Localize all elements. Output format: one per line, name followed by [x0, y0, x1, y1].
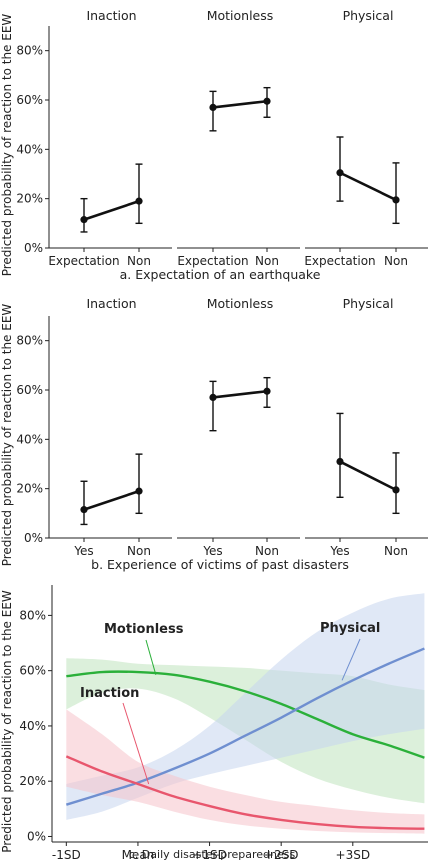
x-tick-label: +3SD [336, 848, 371, 862]
series-line-motionless [66, 670, 425, 759]
y-tick-label: 0% [27, 829, 46, 843]
y-axis-title: Predicted probability of reaction to the… [0, 14, 14, 277]
data-point [263, 97, 271, 105]
series-line-physical [65, 647, 425, 806]
x-tick-label: Non [127, 544, 151, 558]
x-tick-label: +1SD [192, 848, 227, 862]
data-point [135, 197, 143, 205]
x-tick-label: Non [255, 544, 279, 558]
y-tick-label: 40% [16, 432, 43, 446]
x-tick-label: Expectation [304, 254, 375, 268]
y-tick-label: 40% [19, 719, 46, 733]
series-line [212, 99, 268, 109]
series-line [83, 199, 140, 221]
x-tick-label: Yes [329, 544, 349, 558]
label-leader-inaction [122, 702, 150, 785]
y-tick-label: 60% [16, 383, 43, 397]
x-tick-label: +2SD [264, 848, 299, 862]
y-tick-label: 20% [19, 774, 46, 788]
series-line [83, 489, 140, 511]
series-line-inaction [65, 755, 425, 830]
label-leader-motionless [145, 639, 157, 675]
data-point [209, 393, 217, 401]
x-tick-label: Yes [202, 544, 222, 558]
y-tick-label: 40% [16, 142, 43, 156]
y-tick-label: 0% [24, 531, 43, 545]
panel-b: Predicted probability of reaction to the… [0, 296, 428, 572]
panel-c: Predicted probability of reaction to the… [0, 585, 428, 862]
x-axis-title: a. Expectation of an earthquake [120, 267, 321, 282]
y-tick-label: 20% [16, 192, 43, 206]
data-point [80, 216, 88, 224]
x-tick-label: Non [255, 254, 279, 268]
confidence-band-physical [66, 593, 425, 820]
x-axis-title: c. Daily disaster-preparedness [129, 848, 296, 861]
y-axis-title: Predicted probability of reaction to the… [0, 304, 14, 567]
confidence-band-inaction [66, 709, 425, 834]
y-tick-label: 20% [16, 482, 43, 496]
data-point [392, 196, 400, 204]
y-tick-label: 60% [19, 664, 46, 678]
y-tick-label: 80% [19, 608, 46, 622]
series-label-motionless: Motionless [104, 622, 184, 637]
facet-title: Physical [343, 8, 394, 23]
x-tick-label: Expectation [48, 254, 119, 268]
data-point [336, 169, 344, 177]
data-point [209, 103, 217, 111]
series-label-inaction: Inaction [80, 686, 139, 701]
y-tick-label: 60% [16, 93, 43, 107]
facet-title: Inaction [86, 296, 136, 311]
x-tick-label: Yes [73, 544, 93, 558]
x-tick-label: -1SD [52, 848, 81, 862]
facet-title: Motionless [207, 8, 274, 23]
series-label-physical: Physical [320, 621, 380, 636]
y-tick-label: 0% [24, 241, 43, 255]
x-tick-label: Expectation [177, 254, 248, 268]
data-point [263, 387, 271, 395]
x-tick-label: Non [384, 544, 408, 558]
data-point [392, 486, 400, 494]
series-line [339, 171, 397, 202]
series-line [339, 460, 397, 492]
x-tick-label: Non [127, 254, 151, 268]
y-axis-title: Predicted probability of reaction to the… [0, 590, 14, 853]
data-point [80, 506, 88, 514]
y-tick-label: 80% [16, 334, 43, 348]
facet-title: Inaction [86, 8, 136, 23]
facet-title: Physical [343, 296, 394, 311]
x-axis-title: b. Experience of victims of past disaste… [91, 557, 349, 572]
panel-a: Predicted probability of reaction to the… [0, 8, 428, 282]
data-point [336, 457, 344, 466]
data-point [135, 487, 143, 495]
series-line [212, 389, 268, 399]
y-tick-label: 80% [16, 44, 43, 58]
facet-title: Motionless [207, 296, 274, 311]
label-leader-physical [341, 638, 361, 681]
x-tick-label: Non [384, 254, 408, 268]
x-tick-label: Mean [122, 848, 155, 862]
